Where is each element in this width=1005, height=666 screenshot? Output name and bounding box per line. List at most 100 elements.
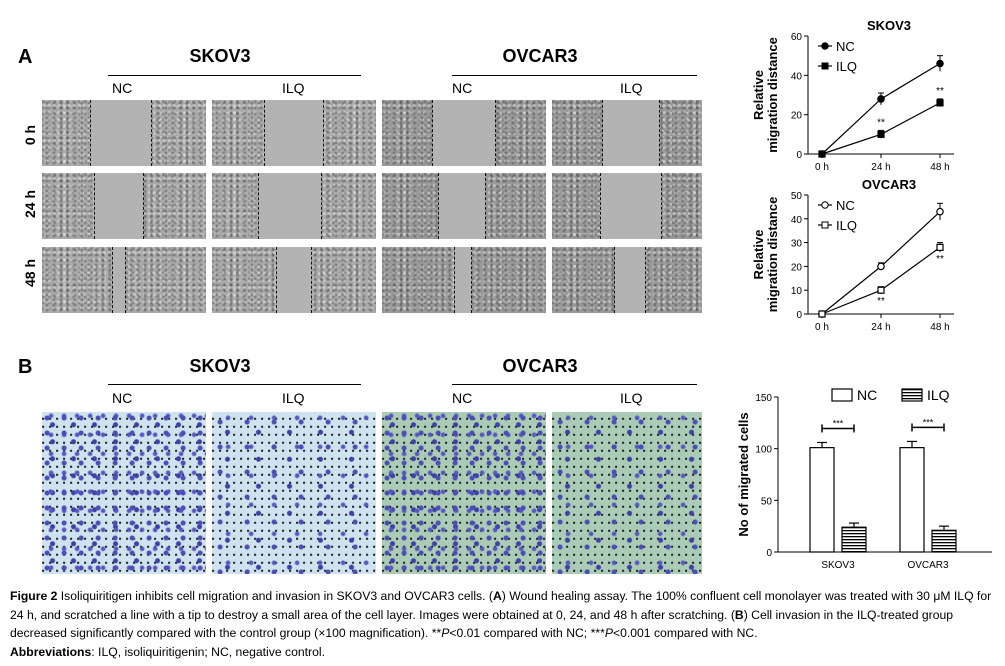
skov3-series-0-point-1 [877, 95, 885, 103]
row-label-24h: 24 h [22, 190, 38, 219]
ovcar3-migration-line-chart: OVCAR3 0 10 20 30 40 50 0 h 24 h 48 h Relativemigr… [751, 178, 954, 333]
caption-p-symbol-2: P [604, 626, 613, 640]
wound-image-ovcar3-nc-24h [382, 173, 546, 239]
wound-image-ovcar3-ilq-0h [552, 100, 702, 166]
wound-image-skov3-ilq-0h [212, 100, 376, 166]
panel-a-skov3-title: SKOV3 [189, 46, 251, 66]
panel-a-ovcar3-title: OVCAR3 [502, 46, 578, 66]
panel-a-skov3-ilq-label: ILQ [282, 80, 305, 96]
wound-image-skov3-ilq-48h [212, 247, 376, 313]
wound-image-ovcar3-ilq-24h [552, 173, 702, 239]
ovcar3-y-tick-label-3: 30 [791, 239, 803, 250]
bar-legend-swatch-1 [901, 388, 923, 402]
ovcar3-title: OVCAR3 [862, 178, 916, 192]
ovcar3-x-tick-label-2: 48 h [930, 322, 949, 333]
bar-sig-label-0: *** [833, 418, 844, 428]
bar-y-tick-label-1: 50 [761, 496, 773, 507]
skov3-series-1-line [821, 102, 941, 155]
wound-image-skov3-nc-48h [42, 247, 206, 313]
figure-caption: Figure 2 Isoliquiritigen inhibits cell m… [10, 587, 998, 661]
panel-b-ovcar3-rule [452, 384, 697, 385]
wound-image-skov3-nc-24h [42, 173, 206, 239]
wound-image-skov3-ilq-24h [212, 173, 376, 239]
ovcar3-ylabel-line1: Relative [751, 230, 766, 280]
skov3-ylabel-line1: Relative [751, 70, 766, 120]
skov3-y-tick-label-0: 0 [796, 150, 802, 161]
ovcar3-series-1-point-0 [818, 310, 826, 318]
bar-sig-label-1: *** [923, 417, 934, 427]
caption-b-ref: B [734, 607, 744, 622]
skov3-series-0-point-2 [936, 59, 944, 68]
panel-b-skov3-title: SKOV3 [189, 356, 251, 376]
skov3-ylabel: Relativemigration distance [751, 37, 780, 153]
skov3-annotation-1: ** [936, 86, 944, 97]
ovcar3-annotation-0: ** [877, 296, 885, 307]
caption-a-ref: A [492, 589, 502, 603]
row-label-48h: 48 h [22, 259, 38, 288]
wound-image-ovcar3-ilq-48h [552, 247, 702, 313]
ovcar3-legend-marker-0 [821, 201, 829, 209]
skov3-title: SKOV3 [867, 18, 911, 33]
bar-y-tick-label-3: 150 [755, 393, 772, 404]
ovcar3-y-tick-label-2: 20 [791, 262, 803, 273]
panel-a-letter: A [18, 46, 33, 68]
skov3-ylabel-line2: migration distance [765, 37, 780, 153]
skov3-y-tick-label-1: 20 [791, 111, 803, 122]
wound-image-ovcar3-nc-0h [382, 100, 546, 166]
ovcar3-y-tick-label-5: 50 [791, 191, 803, 202]
skov3-x-tick-label-0: 0 h [815, 162, 829, 173]
caption-text-3: ) Cell invasion in the ILQ-treated group… [10, 607, 954, 641]
ovcar3-y-tick-label-0: 0 [796, 310, 802, 321]
panel-a-ovcar3-rule [452, 75, 697, 76]
ovcar3-x-tick-label-1: 24 h [871, 322, 890, 333]
skov3-legend-label-0: NC [836, 39, 855, 54]
caption-text-4: <0.01 compared with NC; *** [449, 626, 605, 640]
ovcar3-series-1-point-1 [877, 286, 885, 294]
invasion-image-skov3-nc [42, 412, 206, 574]
skov3-migration-line-chart: SKOV3 0 20 40 60 0 h 24 h 48 h Relativemigration… [751, 18, 954, 173]
panel-b-ovcar3-title: OVCAR3 [502, 356, 578, 376]
ovcar3-series-0-point-2 [936, 207, 944, 216]
panel-a-skov3-rule [108, 75, 361, 76]
bar-skov3-ilq [841, 526, 867, 553]
bar-y-tick-label-2: 100 [755, 445, 772, 456]
bar-category-label-0: SKOV3 [821, 560, 855, 571]
ovcar3-series-1-point-2 [936, 243, 944, 251]
skov3-y-tick-label-2: 40 [791, 71, 803, 82]
migrated-cells-bar-chart: 0 50 100 150 No of migrated cells SKOV3 *** OVC… [736, 387, 992, 571]
ovcar3-ylabel: Relativemigration distance [751, 197, 780, 313]
skov3-series-0-line [821, 63, 941, 155]
bar-ovcar3-ilq [931, 529, 957, 553]
invasion-image-ovcar3-ilq [552, 412, 702, 574]
panel-b-skov3-ilq-label: ILQ [282, 390, 305, 406]
bar-ovcar3-nc [899, 447, 925, 553]
bar-y-tick-label-0: 0 [766, 548, 772, 559]
panel-b-skov3-rule [108, 384, 361, 385]
ovcar3-annotation-1: ** [936, 254, 944, 265]
skov3-series-1-point-1 [877, 130, 885, 138]
bar-legend-label-1: ILQ [927, 387, 950, 403]
panel-a-ovcar3-nc-label: NC [452, 80, 473, 96]
ovcar3-legend-label-1: ILQ [836, 218, 857, 233]
skov3-x-tick-label-2: 48 h [930, 162, 949, 173]
panel-b-ovcar3-ilq-label: ILQ [620, 390, 643, 406]
skov3-series-1-point-0 [818, 150, 826, 158]
ovcar3-ylabel-line2: migration distance [765, 197, 780, 313]
ovcar3-legend-marker-1 [821, 221, 829, 229]
caption-text-2: ) Wound healing assay. The 100% confluen… [10, 589, 992, 622]
bar-legend-swatch-0 [831, 388, 853, 402]
ovcar3-y-tick-label-4: 40 [791, 215, 803, 226]
ovcar3-y-tick-label-1: 10 [791, 286, 803, 297]
caption-text-1: Isoliquiritigen inhibits cell migration … [57, 589, 493, 603]
panel-b-letter: B [18, 356, 33, 378]
ovcar3-series-0-point-1 [877, 262, 885, 271]
skov3-legend-marker-1 [821, 62, 829, 70]
skov3-y-tick-label-3: 60 [791, 32, 803, 43]
skov3-legend-marker-0 [821, 42, 829, 50]
skov3-series-1-point-2 [936, 99, 944, 107]
skov3-annotation-0: ** [877, 117, 885, 128]
panel-b-skov3-nc-label: NC [112, 390, 133, 406]
bar-category-label-1: OVCAR3 [907, 560, 949, 571]
panel-b-ovcar3-nc-label: NC [452, 390, 473, 406]
skov3-x-tick-label-1: 24 h [871, 162, 890, 173]
